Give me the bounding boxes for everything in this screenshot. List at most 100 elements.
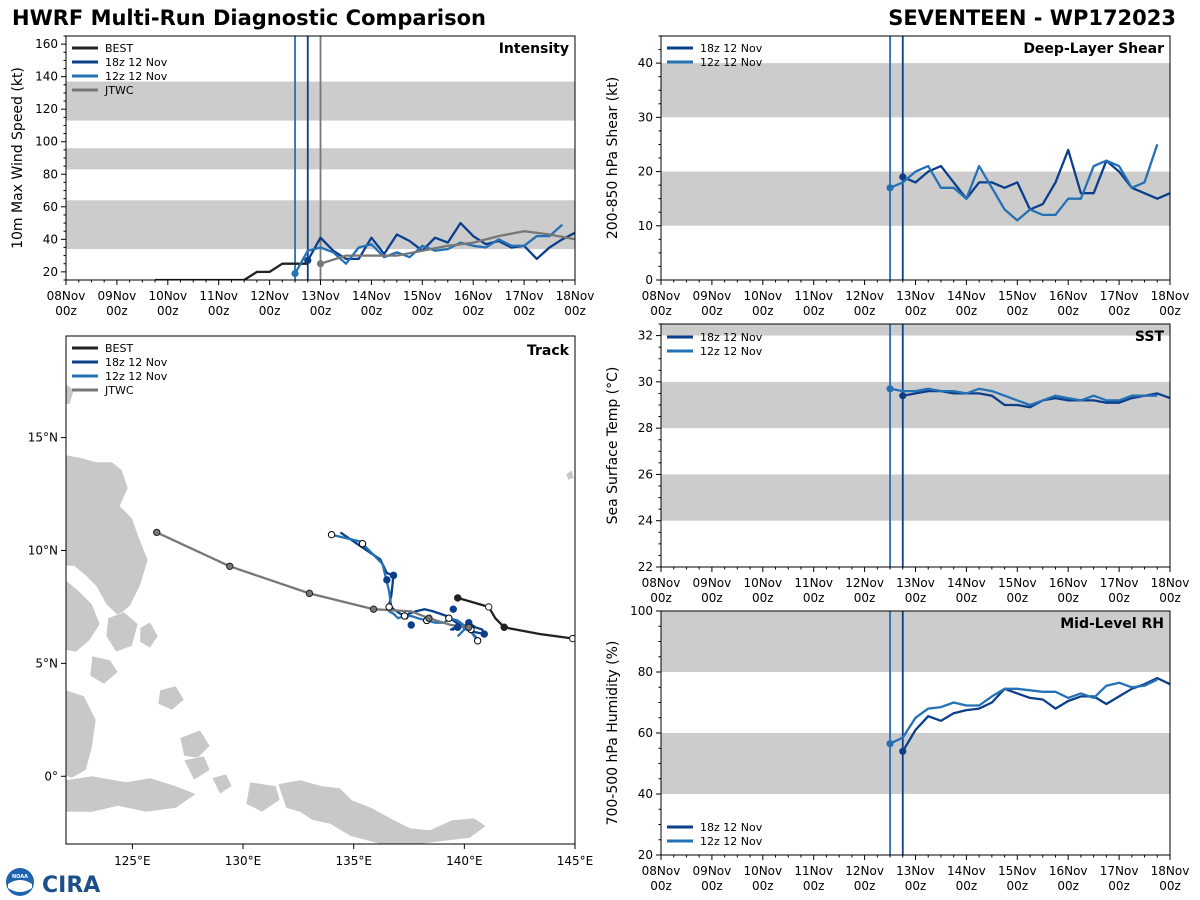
- shear-legend-label-0: 18z 12 Nov: [700, 42, 763, 55]
- rh-xtick-hour-9: 00z: [1108, 879, 1130, 893]
- chart-rh: 2040608010008Nov00z09Nov00z10Nov00z11Nov…: [605, 604, 1189, 893]
- shear-xtick-hour-5: 00z: [905, 304, 927, 318]
- shear-xtick-day-6: 14Nov: [947, 289, 986, 303]
- sst-xtick-hour-9: 00z: [1108, 591, 1130, 605]
- intensity-xtick-day-10: 18Nov: [556, 289, 595, 303]
- shear-xtick-day-0: 08Nov: [642, 289, 681, 303]
- track-xtick-label-4: 145°E: [557, 854, 594, 868]
- track-series-1-point-2: [480, 630, 488, 638]
- land-mass-4: [139, 621, 159, 649]
- track-plot-area: [66, 383, 575, 844]
- intensity-ytick-label-3: 80: [43, 167, 58, 181]
- intensity-ytick-label-2: 60: [43, 200, 58, 214]
- intensity-series-2-start-marker: [291, 269, 299, 278]
- intensity-series-3-start-marker: [316, 260, 325, 268]
- chart-sst: 22242628303208Nov00z09Nov00z10Nov00z11No…: [605, 323, 1189, 605]
- intensity-xtick-hour-9: 00z: [513, 304, 535, 318]
- intensity-xtick-hour-3: 00z: [208, 304, 230, 318]
- sst-ytick-label-2: 26: [638, 467, 653, 481]
- intensity-ytick-label-4: 100: [35, 135, 58, 149]
- sst-series-1-line: [889, 387, 1158, 407]
- shear-title: Deep-Layer Shear: [1023, 41, 1164, 57]
- shear-ytick-label-0: 0: [645, 273, 653, 287]
- intensity-series-1-line: [306, 221, 575, 262]
- land-mass-6: [179, 729, 211, 759]
- sst-xtick-hour-10: 00z: [1159, 591, 1181, 605]
- intensity-legend-label-1: 18z 12 Nov: [105, 56, 168, 69]
- rh-series-0-start-marker: [899, 747, 907, 755]
- track-series-0-point-0: [569, 634, 575, 643]
- shear-xtick-hour-10: 00z: [1159, 304, 1181, 318]
- rh-band-1: [661, 611, 1170, 672]
- track-ytick-label-1: 5°N: [35, 656, 58, 670]
- sst-ytick-label-3: 28: [638, 421, 653, 435]
- rh-xtick-hour-5: 00z: [905, 879, 927, 893]
- rh-xtick-day-6: 14Nov: [947, 864, 986, 878]
- rh-xtick-hour-3: 00z: [803, 879, 825, 893]
- rh-xtick-hour-1: 00z: [701, 879, 723, 893]
- shear-legend-label-1: 12z 12 Nov: [700, 56, 763, 69]
- shear-xtick-day-10: 18Nov: [1151, 289, 1190, 303]
- rh-xtick-day-3: 11Nov: [794, 864, 833, 878]
- sst-band-0: [661, 474, 1170, 521]
- sst-xtick-hour-5: 00z: [905, 591, 927, 605]
- track-series-2-point-6: [358, 540, 367, 548]
- rh-ytick-label-2: 60: [638, 726, 653, 740]
- shear-xtick-day-7: 15Nov: [998, 289, 1037, 303]
- shear-xtick-hour-0: 00z: [650, 304, 672, 318]
- intensity-ytick-label-6: 140: [35, 70, 58, 84]
- track-xtick-label-2: 135°E: [335, 854, 372, 868]
- rh-series-0-line: [901, 676, 1170, 752]
- sst-xtick-day-6: 14Nov: [947, 576, 986, 590]
- rh-ytick-label-1: 40: [638, 787, 653, 801]
- shear-band-0: [661, 171, 1170, 226]
- shear-ytick-label-3: 30: [638, 110, 653, 124]
- track-series-2-point-4: [400, 612, 409, 620]
- sst-series-1-start-marker: [886, 385, 894, 393]
- track-series-0-point-3: [454, 594, 462, 602]
- shear-xtick-day-2: 10Nov: [743, 289, 782, 303]
- intensity-xtick-day-2: 10Nov: [148, 289, 187, 303]
- shear-xtick-day-4: 12Nov: [845, 289, 884, 303]
- track-series-0-point-1: [500, 623, 508, 631]
- land-mass-0: [66, 454, 149, 617]
- shear-xtick-day-3: 11Nov: [794, 289, 833, 303]
- track-series-2-point-0: [473, 637, 482, 645]
- intensity-xtick-day-7: 15Nov: [403, 289, 442, 303]
- sst-ytick-label-4: 30: [638, 375, 653, 389]
- land-mass-1: [66, 579, 101, 653]
- right-title: SEVENTEEN - WP172023: [888, 6, 1176, 30]
- shear-series-0-start-marker: [899, 173, 907, 181]
- shear-xtick-hour-1: 00z: [701, 304, 723, 318]
- shear-xtick-day-1: 09Nov: [693, 289, 732, 303]
- land-mass-8: [66, 775, 197, 813]
- sst-xtick-hour-3: 00z: [803, 591, 825, 605]
- chart-track: 125°E 130°E 135°E 140°E 145°E 0° 5°N 10°N 15°N Tr…: [28, 335, 594, 868]
- rh-title: Mid-Level RH: [1060, 616, 1164, 632]
- intensity-xtick-hour-2: 00z: [157, 304, 179, 318]
- shear-band-1: [661, 63, 1170, 118]
- shear-ytick-label-4: 40: [638, 56, 653, 70]
- rh-plot-area: [661, 611, 1170, 855]
- sst-xtick-hour-7: 00z: [1007, 591, 1029, 605]
- land-mass-5: [66, 689, 97, 779]
- intensity-legend-label-3: JTWC: [104, 84, 134, 97]
- intensity-xtick-day-6: 14Nov: [352, 289, 391, 303]
- shear-xtick-hour-7: 00z: [1007, 304, 1029, 318]
- track-ytick-label-2: 10°N: [28, 543, 58, 557]
- track-xtick-label-0: 125°E: [114, 854, 151, 868]
- intensity-title: Intensity: [499, 41, 569, 57]
- rh-xtick-hour-8: 00z: [1057, 879, 1079, 893]
- intensity-xtick-hour-5: 00z: [310, 304, 332, 318]
- intensity-xtick-hour-0: 00z: [55, 304, 77, 318]
- track-xtick-label-1: 130°E: [225, 854, 262, 868]
- track-series-3-point-0: [465, 623, 473, 631]
- intensity-xtick-day-9: 17Nov: [505, 289, 544, 303]
- rh-series-1-line: [889, 678, 1158, 745]
- sst-ytick-label-1: 24: [638, 514, 653, 528]
- cira-logo-text: CIRA: [42, 873, 100, 898]
- rh-xtick-day-2: 10Nov: [743, 864, 782, 878]
- shear-series-1-line: [889, 144, 1159, 222]
- intensity-xtick-hour-6: 00z: [361, 304, 383, 318]
- intensity-series-1-start-marker: [304, 256, 312, 265]
